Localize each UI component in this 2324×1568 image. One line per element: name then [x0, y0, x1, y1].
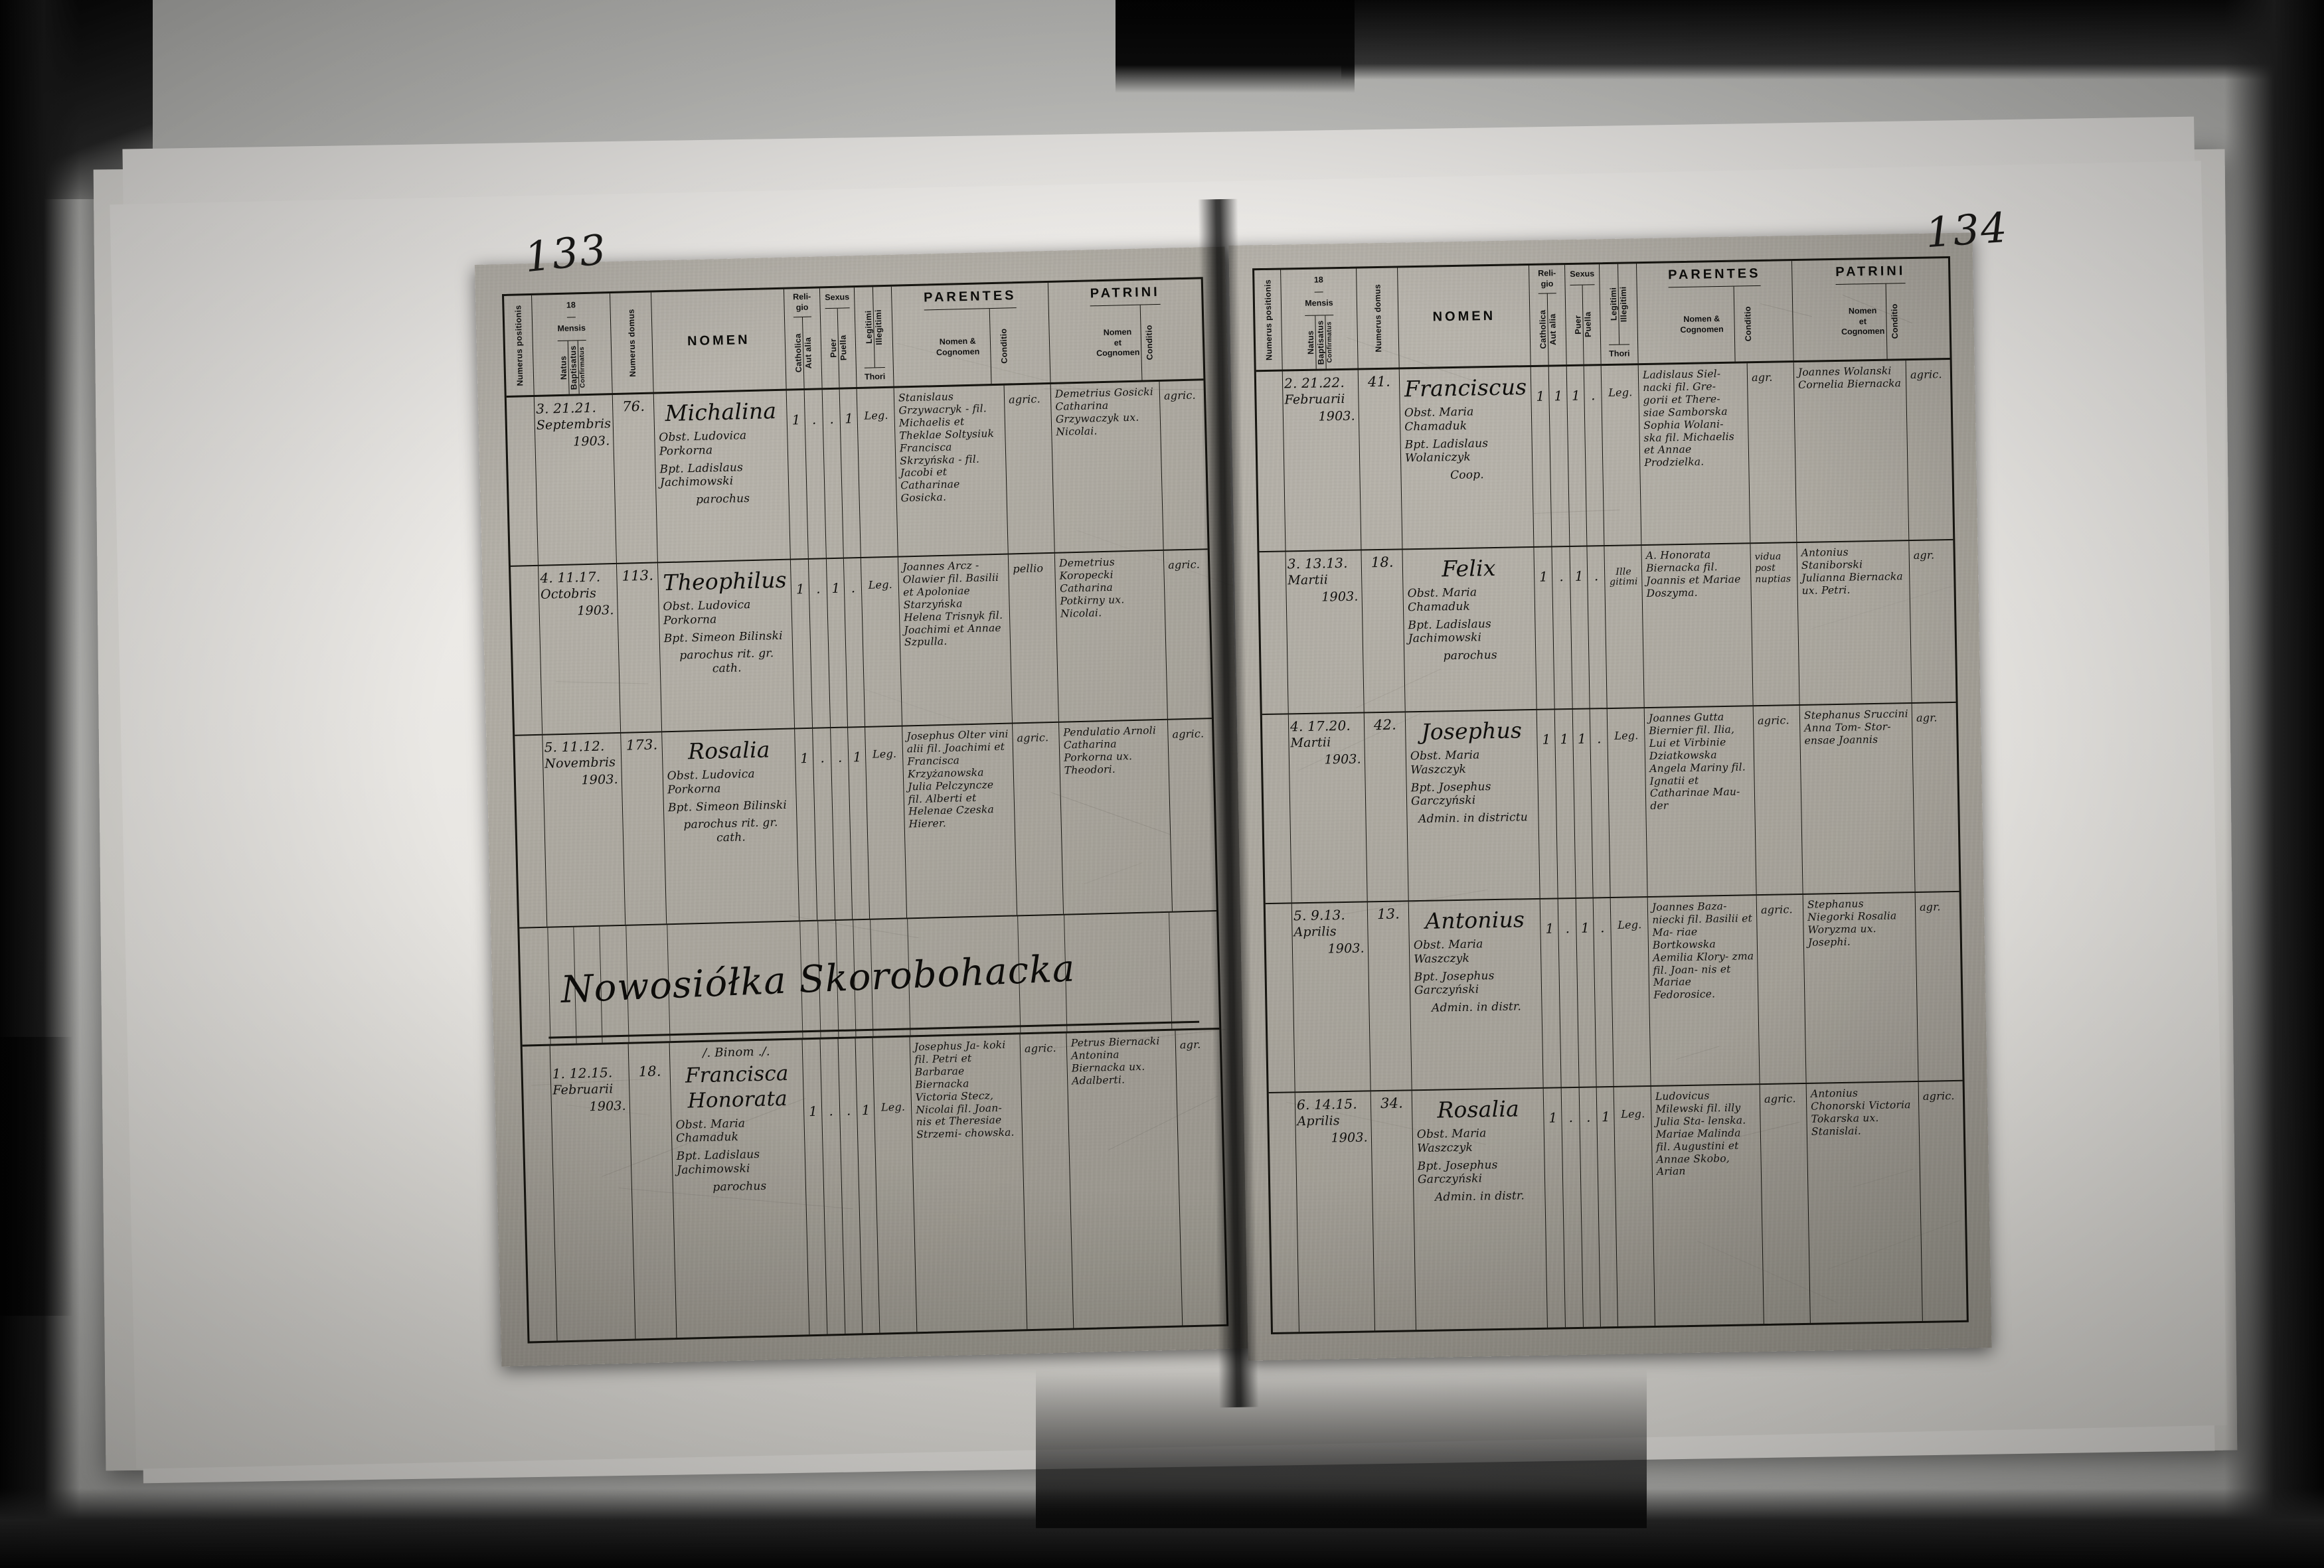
header-date-group: 18 Mensis Natus Baptisatus Confirmatus	[1281, 269, 1359, 370]
cell-date: 1. 12.15. Februarii 1903.	[550, 1044, 636, 1341]
cell-nomen: Antonius Obst. Maria Waszczyk Bpt. Josep…	[1409, 900, 1544, 1089]
folio-number-right: 134	[1924, 203, 2010, 257]
header-puella: Puella	[1583, 285, 1594, 364]
section-heading-row: Nowosiółka Skorobohacka	[519, 911, 1219, 1047]
cell-nomen: Josephus Obst. Maria Waszczyk Bpt. Josep…	[1406, 710, 1540, 900]
cell-date: 3. 13.13. Martii 1903.	[1286, 550, 1364, 713]
header-numerus-positionis: Numerus positionis	[1254, 270, 1283, 370]
shadow-right-edge	[2224, 0, 2324, 1568]
header-patrini-nomen: Nomen et Cognomen	[1839, 284, 1887, 360]
table-row[interactable]: 5. 9.13. Aprilis 1903. 13. Antonius Obst…	[1266, 892, 1963, 1093]
table-header-right: Numerus positionis 18 Mensis Natus Bapti…	[1254, 258, 1950, 372]
header-sexus-group: Sexus Puer Puella	[1565, 264, 1602, 364]
header-patrini-conditio: Conditio	[1141, 305, 1159, 380]
shadow-left-edge	[0, 0, 80, 1568]
folio-number-left: 133	[523, 225, 610, 282]
table-row[interactable]: 6. 14.15. Aprilis 1903. 34. Rosalia Obst…	[1269, 1081, 1967, 1332]
header-religio-group: Reli- gio Catholica Aut alia	[1529, 265, 1567, 365]
header-numerus-positionis: Numerus positionis	[504, 295, 535, 396]
table-row[interactable]: 3. 13.13. Martii 1903. 18. Felix Obst. M…	[1260, 540, 1956, 715]
cell-patrini: Demetrius Gosicki Catharina Grzywaczyk u…	[1051, 382, 1164, 552]
header-numerus-domus: Numerus domus	[610, 293, 654, 393]
shadow-top-right	[1341, 0, 2324, 80]
cell-parentes-nomen: Stanislaus Grzywacryk - fil. Michaelis e…	[894, 386, 1009, 556]
header-date-group: 18 Mensis Natus Baptisatus Confirmatus	[532, 293, 613, 395]
cell-date: 5. 11.12. Novembris 1903.	[542, 734, 625, 927]
header-aut-alia: Aut alia	[1548, 293, 1558, 364]
header-confirmatus: Confirmatus	[1325, 315, 1333, 368]
cell-nomen: Felix Obst. Maria Chamaduk Bpt. Ladislau…	[1402, 548, 1536, 711]
header-sexus-group: Sexus Puer Puella	[820, 287, 857, 388]
header-natus: Natus	[1305, 316, 1316, 369]
header-nomen: NOMEN	[651, 289, 787, 392]
header-nomen: NOMEN	[1398, 266, 1531, 367]
table-row[interactable]: 4. 11.17. Octobris 1903. 113. Theophilus…	[511, 550, 1212, 736]
header-religio-group: Reli- gio Catholica Aut alia	[784, 288, 823, 388]
table-body-left: 3. 21.21. Septembris 1903. 76. Michalina…	[507, 380, 1226, 1341]
register-leaf-left: Numerus positionis 18 Mensis Natus Bapti…	[475, 246, 1252, 1366]
shadow-top-notch	[1116, 0, 1355, 93]
cell-house: 76.	[613, 394, 658, 563]
header-illegitimi: Illegitimi	[1618, 264, 1629, 344]
section-heading-cell: Nowosiółka Skorobohacka	[519, 911, 1219, 1045]
header-parentes-group: PARENTES Nomen & Cognomen Conditio	[1637, 261, 1794, 363]
cell-date: 4. 11.17. Octobris 1903.	[539, 564, 621, 734]
header-confirmatus: Confirmatus	[578, 341, 587, 394]
header-patrini-conditio: Conditio	[1886, 283, 1903, 358]
header-patrini-group: PATRINI Nomen et Cognomen Conditio	[1048, 279, 1204, 382]
table-header-left: Numerus positionis 18 Mensis Natus Bapti…	[504, 279, 1203, 398]
register-table-right: Numerus positionis 18 Mensis Natus Bapti…	[1252, 256, 1969, 1334]
table-row[interactable]: 4. 17.20. Martii 1903. 42. Josephus Obst…	[1262, 703, 1959, 904]
table-row[interactable]: 1. 12.15. Februarii 1903. 18. /. Binom .…	[523, 1030, 1227, 1342]
header-aut-alia: Aut alia	[803, 317, 814, 388]
cell-nomen: Rosalia Obst. Maria Waszczyk Bpt. Joseph…	[1412, 1089, 1548, 1330]
header-patrini-nomen: Nomen et Cognomen	[1094, 305, 1142, 382]
shadow-left-corner	[0, 1037, 73, 1316]
header-parentes-nomen: Nomen & Cognomen	[924, 309, 992, 385]
cell-date: 2. 21.22. Februarii 1903.	[1283, 370, 1362, 551]
table-row[interactable]: 5. 11.12. Novembris 1903. 173. Rosalia O…	[515, 719, 1216, 929]
register-table-left: Numerus positionis 18 Mensis Natus Bapti…	[502, 277, 1228, 1343]
cell-nomen: Franciscus Obst. Maria Chamaduk Bpt. Lad…	[1400, 367, 1535, 548]
header-patrini-group: PATRINI Nomen et Cognomen Conditio	[1792, 258, 1950, 360]
shadow-bottom-band	[1036, 1369, 1647, 1528]
cell-date: 4. 17.20. Martii 1903.	[1289, 713, 1368, 902]
header-parentes-group: PARENTES Nomen & Cognomen Conditio	[892, 283, 1051, 386]
cell-date: 5. 9.13. Aprilis 1903.	[1292, 902, 1371, 1091]
cell-date: 6. 14.15. Aprilis 1903.	[1295, 1091, 1375, 1332]
cell-nomen: /. Binom ./. Francisca Honorata Obst. Ma…	[670, 1040, 810, 1338]
cell-nomen: Michalina Obst. Ludovica Porkorna Bpt. L…	[654, 391, 791, 562]
table-row[interactable]: 2. 21.22. Februarii 1903. 41. Franciscus…	[1256, 360, 1953, 552]
header-baptisatus: Baptisatus	[1315, 315, 1326, 368]
header-thori-group: Legitimi Illegitimi Thori	[1600, 264, 1639, 364]
header-puella: Puella	[838, 308, 849, 387]
table-body-right: 2. 21.22. Februarii 1903. 41. Franciscus…	[1256, 360, 1967, 1332]
header-illegitimi: Illegitimi	[873, 287, 884, 367]
cell-nomen: Theophilus Obst. Ludovica Porkorna Bpt. …	[658, 560, 795, 732]
cell-date: 3. 21.21. Septembris 1903.	[535, 395, 617, 565]
header-thori-group: Legitimi Illegitimi Thori	[855, 287, 894, 387]
register-leaf-right: Numerus positionis 18 Mensis Natus Bapti…	[1228, 232, 1991, 1360]
header-parentes-nomen: Nomen & Cognomen	[1669, 287, 1736, 363]
header-parentes-conditio: Conditio	[1734, 286, 1762, 362]
place-name: Nowosiółka Skorobohacka	[560, 947, 1076, 1012]
cell-nomen: Rosalia Obst. Ludovica Porkorna Bpt. Sim…	[662, 729, 799, 923]
document-scan: Numerus positionis 18 Mensis Natus Bapti…	[0, 0, 2324, 1568]
binom-note: /. Binom ./.	[674, 1044, 799, 1061]
